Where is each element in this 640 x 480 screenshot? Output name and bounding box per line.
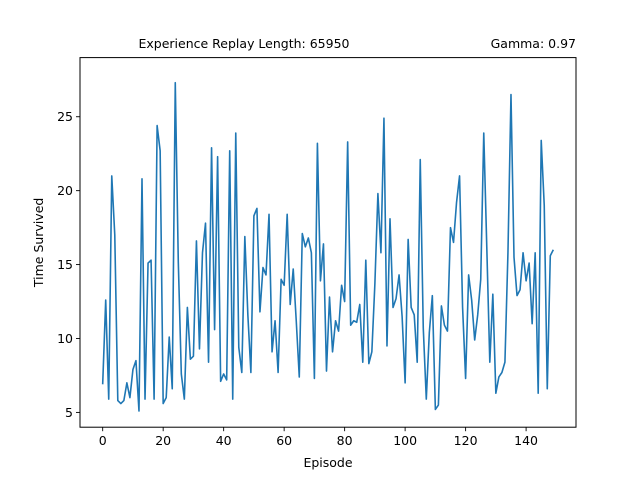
series-line-0 — [101, 81, 555, 412]
chart-title-right: Gamma: 0.97 — [491, 36, 576, 51]
x-tick-label: 140 — [514, 433, 538, 448]
x-tick-label: 40 — [216, 433, 232, 448]
plot-frame — [79, 57, 577, 428]
y-tick-label: 20 — [57, 183, 73, 198]
y-tick-label: 5 — [65, 405, 73, 420]
y-tick-label: 10 — [57, 331, 73, 346]
y-tick-label: 25 — [57, 109, 73, 124]
chart-title-left: Experience Replay Length: 65950 — [139, 36, 350, 51]
x-axis-label: Episode — [303, 455, 352, 470]
x-tick-label: 120 — [454, 433, 478, 448]
y-tick-label: 15 — [57, 257, 73, 272]
x-tick-label: 60 — [276, 433, 292, 448]
x-tick-label: 80 — [337, 433, 353, 448]
series-layer — [101, 81, 555, 412]
x-axis-ticks: 0 20 40 60 80 100 120 140 — [99, 427, 538, 448]
y-axis-ticks: 5 10 15 20 25 — [57, 109, 80, 420]
y-axis-label: Time Survived — [31, 198, 46, 288]
x-tick-label: 20 — [155, 433, 171, 448]
x-tick-label: 100 — [393, 433, 417, 448]
x-tick-label: 0 — [99, 433, 107, 448]
